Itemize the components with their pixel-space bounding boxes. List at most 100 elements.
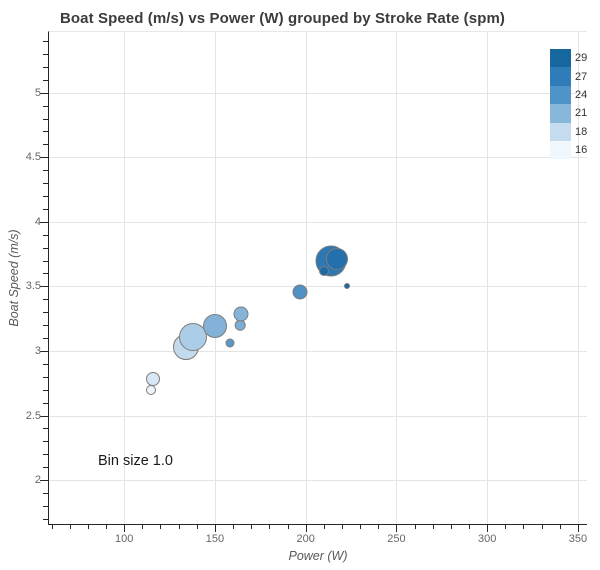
y-minor-tick bbox=[42, 441, 48, 443]
gridline-y bbox=[49, 92, 587, 94]
plot-area: 100 150 200 250 300 350 2 2.5 3 3.5 4 4.5 5 Bin size… bbox=[7, 31, 588, 563]
y-minor-tick bbox=[42, 454, 48, 456]
y-major-tick bbox=[39, 480, 48, 482]
y-major-tick bbox=[39, 157, 48, 159]
y-minor-tick bbox=[42, 363, 48, 365]
y-tick-label: 3.5 bbox=[25, 280, 41, 293]
x-minor-tick bbox=[105, 524, 107, 529]
y-major-tick bbox=[39, 221, 48, 223]
data-point[interactable] bbox=[225, 338, 235, 348]
y-minor-tick bbox=[42, 376, 48, 378]
data-point[interactable] bbox=[202, 314, 227, 339]
x-minor-tick bbox=[432, 524, 434, 529]
y-minor-tick bbox=[42, 493, 48, 494]
data-point[interactable] bbox=[344, 283, 351, 290]
y-minor-tick bbox=[42, 131, 48, 133]
y-minor-tick bbox=[42, 312, 48, 314]
gridline-x bbox=[124, 32, 126, 524]
x-minor-tick bbox=[414, 524, 416, 529]
y-minor-tick bbox=[42, 402, 48, 404]
y-tick-label: 5 bbox=[34, 86, 41, 99]
data-point[interactable] bbox=[233, 306, 249, 321]
y-minor-tick bbox=[42, 273, 48, 275]
legend-entry[interactable]: 24 bbox=[550, 85, 588, 105]
legend-label: 24 bbox=[575, 88, 588, 101]
y-minor-tick bbox=[42, 196, 48, 197]
legend-entry[interactable]: 27 bbox=[550, 67, 588, 86]
x-tick-label: 250 bbox=[387, 533, 406, 545]
x-minor-tick bbox=[360, 524, 362, 529]
legend-swatch bbox=[550, 140, 571, 160]
gridline-y bbox=[49, 157, 587, 159]
data-point[interactable] bbox=[235, 319, 246, 331]
legend-entry[interactable]: 18 bbox=[550, 122, 588, 141]
y-minor-tick bbox=[42, 467, 48, 469]
y-minor-tick bbox=[42, 170, 48, 172]
x-minor-tick bbox=[251, 524, 253, 529]
x-minor-tick bbox=[469, 524, 471, 529]
legend-label: 16 bbox=[575, 144, 588, 157]
legend-entry[interactable]: 29 bbox=[550, 49, 588, 68]
data-point[interactable] bbox=[146, 384, 157, 395]
x-minor-tick bbox=[69, 524, 71, 529]
legend-label: 29 bbox=[575, 52, 588, 65]
gridline-y bbox=[49, 286, 587, 288]
x-axis-label: Power (W) bbox=[288, 549, 348, 563]
data-point[interactable] bbox=[318, 265, 329, 276]
x-minor-tick bbox=[505, 524, 507, 529]
y-minor-tick bbox=[42, 208, 48, 210]
x-minor-tick bbox=[523, 524, 525, 529]
legend-label: 27 bbox=[575, 70, 588, 83]
y-minor-tick bbox=[42, 338, 48, 340]
bin-size-annotation: Bin size 1.0 bbox=[98, 453, 173, 469]
x-major-tick bbox=[487, 524, 489, 532]
x-major-tick bbox=[396, 524, 398, 532]
x-tick-label: 350 bbox=[568, 533, 588, 545]
x-tick-label: 200 bbox=[296, 533, 315, 545]
x-minor-tick bbox=[196, 524, 198, 529]
y-axis-label: Boat Speed (m/s) bbox=[7, 229, 21, 327]
legend-swatch bbox=[550, 49, 571, 68]
y-minor-tick bbox=[42, 505, 48, 507]
chart-title: Boat Speed (m/s) vs Power (W) grouped by… bbox=[59, 10, 506, 27]
legend-swatch bbox=[550, 85, 571, 105]
x-minor-tick bbox=[178, 524, 180, 529]
gridline-x bbox=[214, 32, 216, 524]
gridline-y bbox=[49, 221, 587, 223]
x-major-tick bbox=[124, 524, 126, 532]
x-major-tick bbox=[577, 524, 579, 532]
y-minor-tick bbox=[42, 183, 48, 185]
y-minor-tick bbox=[42, 41, 48, 43]
y-minor-tick bbox=[42, 299, 48, 301]
y-minor-tick bbox=[42, 234, 48, 236]
y-minor-tick bbox=[42, 389, 48, 391]
y-major-tick bbox=[39, 92, 48, 94]
x-minor-tick bbox=[51, 524, 53, 529]
x-minor-tick bbox=[87, 524, 89, 529]
stroke-rate-legend: 29 27 24 21 18 16 bbox=[550, 49, 588, 160]
legend-label: 21 bbox=[575, 107, 588, 120]
x-minor-tick bbox=[160, 524, 162, 529]
data-point[interactable] bbox=[179, 322, 208, 351]
gridline-y bbox=[49, 480, 587, 482]
y-minor-tick bbox=[42, 105, 48, 107]
x-minor-tick bbox=[378, 524, 380, 529]
y-minor-tick bbox=[42, 260, 48, 262]
legend-label: 18 bbox=[575, 125, 588, 138]
y-tick-label: 2.5 bbox=[25, 409, 41, 422]
y-major-tick bbox=[39, 415, 48, 417]
x-minor-tick bbox=[142, 524, 144, 529]
y-tick-label: 2 bbox=[34, 474, 41, 487]
y-major-tick bbox=[39, 350, 48, 352]
legend-swatch bbox=[550, 67, 571, 86]
legend-swatch bbox=[550, 104, 571, 123]
gridline-x bbox=[487, 32, 489, 524]
legend-entry[interactable]: 21 bbox=[550, 104, 588, 123]
data-point[interactable] bbox=[325, 248, 348, 271]
data-point[interactable] bbox=[292, 284, 308, 300]
y-minor-tick bbox=[42, 428, 48, 430]
y-minor-tick bbox=[42, 247, 48, 249]
y-minor-tick bbox=[42, 53, 48, 55]
legend-entry[interactable]: 16 bbox=[550, 140, 588, 160]
